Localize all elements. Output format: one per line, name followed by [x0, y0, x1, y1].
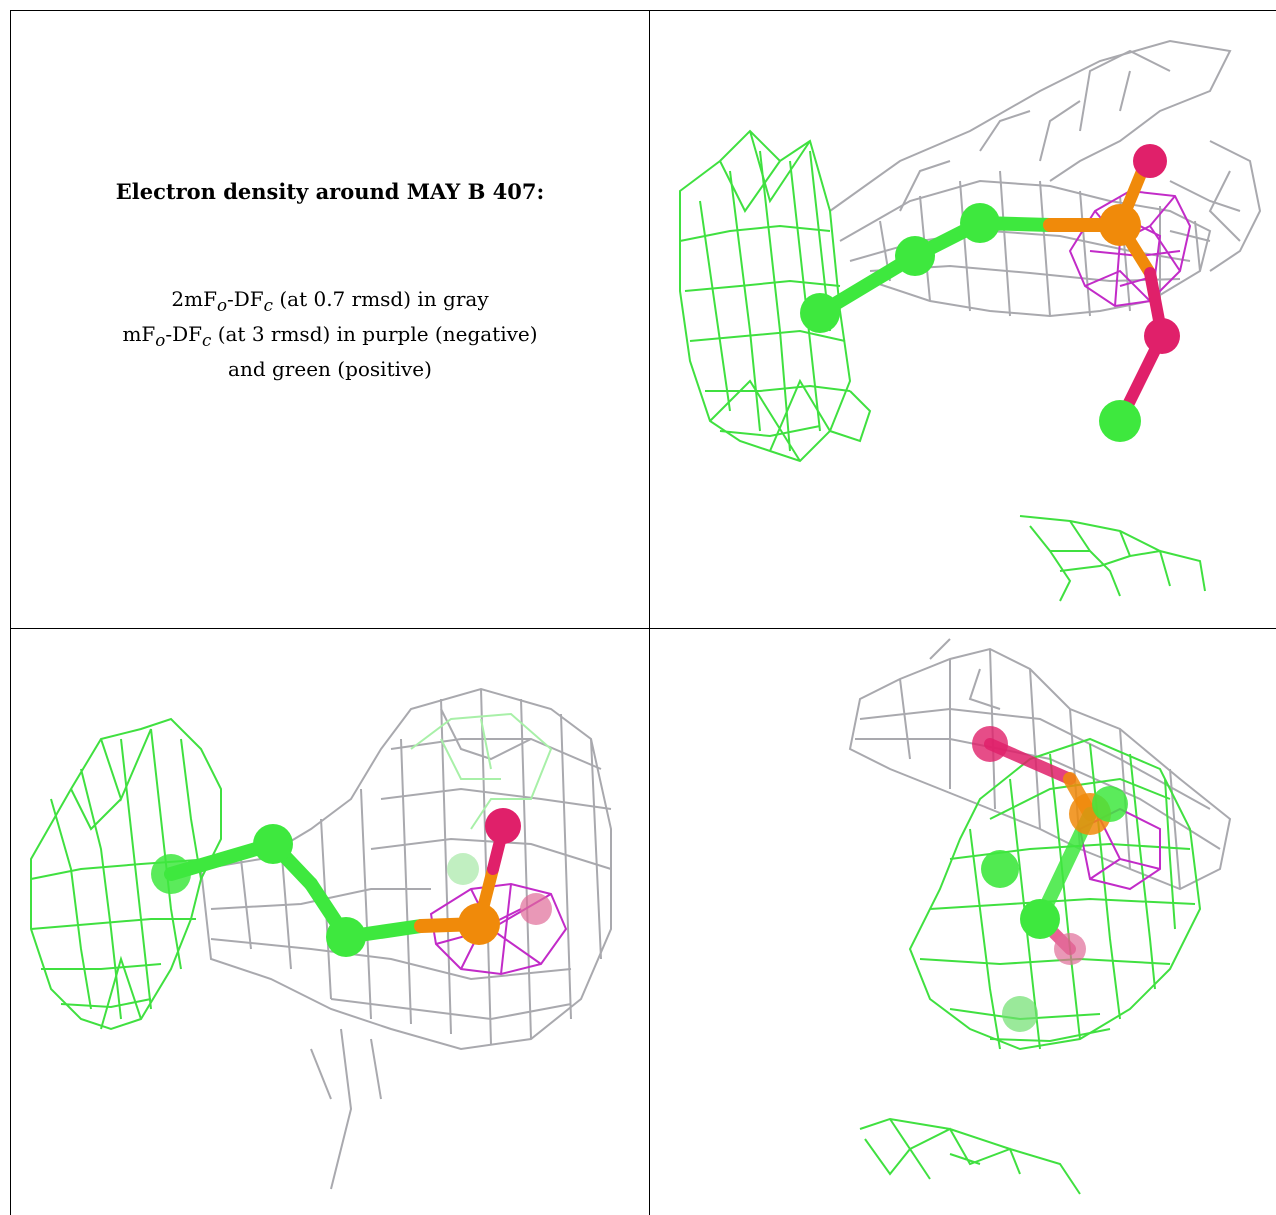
oxygen-atom: [485, 808, 521, 844]
density-view-bottom-left: [11, 629, 649, 1215]
figure-grid: Electron density around MAY B 407: 2mFo-…: [10, 10, 1276, 1215]
oxygen-atom: [1054, 933, 1086, 965]
density-view-bottom-right: [650, 629, 1276, 1215]
carbon-atom: [981, 850, 1019, 888]
density-render-2: [30, 687, 612, 1190]
carbon-atom: [1099, 400, 1141, 442]
grid-border-top: [10, 10, 1276, 11]
legend-line-gray: 2mFo-DFc (at 0.7 rmsd) in gray: [171, 287, 489, 315]
caption-cell: Electron density around MAY B 407: 2mFo-…: [11, 11, 649, 628]
atom-model: [151, 808, 552, 957]
legend-line-purple: mFo-DFc (at 3 rmsd) in purple (negative): [122, 322, 538, 350]
grid-divider-vertical: [649, 10, 650, 1215]
carbon-atom: [800, 293, 840, 333]
atom-model: [800, 144, 1180, 442]
oxygen-atom: [520, 893, 552, 925]
caption-title: Electron density around MAY B 407:: [115, 179, 545, 204]
legend-line-green: and green (positive): [228, 357, 432, 381]
carbon-atom: [253, 824, 293, 864]
carbon-atom: [1020, 899, 1060, 939]
positive-density-mesh-small: [859, 1117, 1081, 1195]
positive-density-mesh-small: [1019, 515, 1206, 602]
positive-density-mesh: [679, 129, 872, 463]
faint-green-mesh: [410, 712, 553, 830]
oxygen-atom: [1133, 144, 1167, 178]
gray-density-mesh: [199, 687, 612, 1190]
oxygen-atom: [972, 726, 1008, 762]
carbon-atom: [447, 853, 479, 885]
carbon-atom: [895, 236, 935, 276]
carbon-atom: [960, 203, 1000, 243]
phosphorus-atom: [1099, 204, 1141, 246]
carbon-atom: [326, 917, 366, 957]
caption-legend: 2mFo-DFc (at 0.7 rmsd) in gray mFo-DFc (…: [11, 285, 649, 383]
density-render-1: [679, 39, 1262, 602]
grid-divider-horizontal: [10, 628, 1276, 629]
oxygen-atom: [1144, 318, 1180, 354]
density-view-top-right: [650, 11, 1276, 628]
grid-border-left: [10, 10, 11, 1215]
carbon-atom: [1092, 786, 1128, 822]
carbon-atom: [151, 854, 191, 894]
gray-density-mesh: [829, 39, 1262, 318]
phosphorus-atom: [458, 903, 500, 945]
carbon-atom: [1002, 996, 1038, 1032]
positive-density-mesh: [30, 717, 222, 1031]
density-render-3: [848, 638, 1232, 1195]
atom-model: [972, 726, 1128, 1032]
